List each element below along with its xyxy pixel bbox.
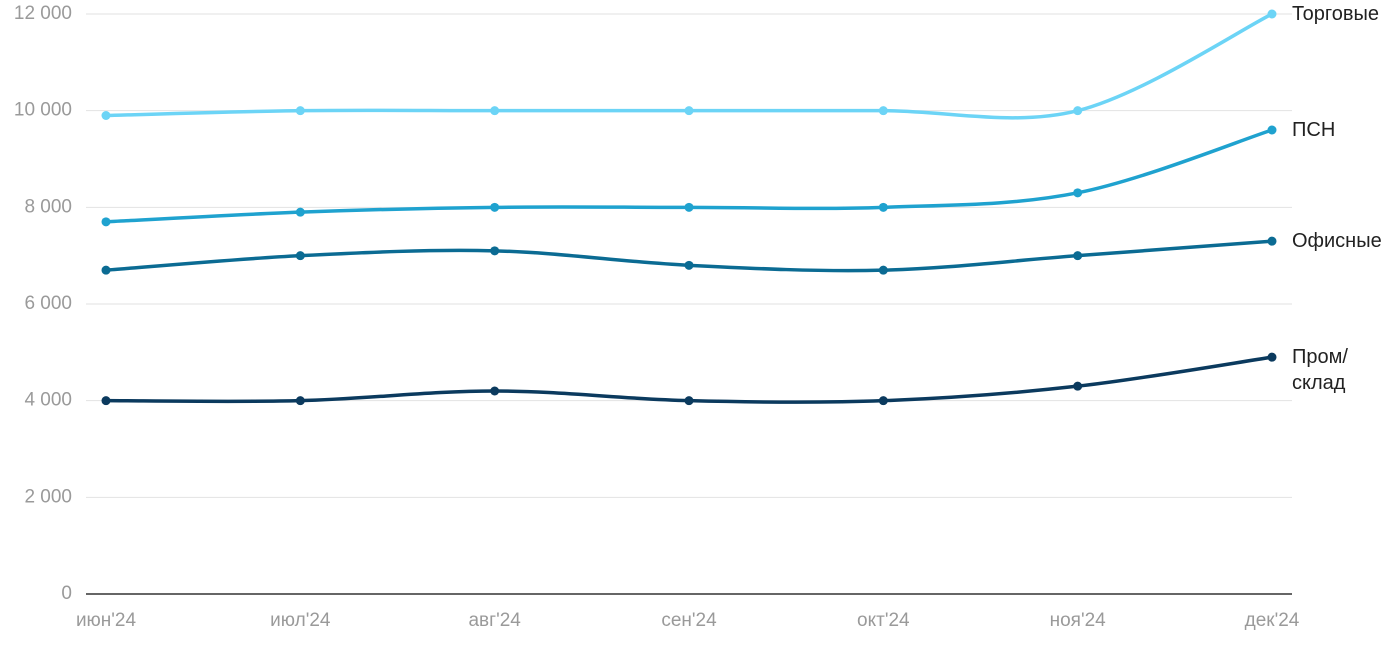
x-tick-label: ноя'24 (1050, 610, 1107, 631)
y-tick-label: 8 000 (24, 196, 72, 217)
data-point (878, 265, 888, 275)
x-tick-label: июн'24 (76, 610, 137, 631)
data-point (1073, 106, 1083, 116)
data-point (878, 106, 888, 116)
data-point (101, 217, 111, 227)
data-point (295, 207, 305, 217)
series-label: Офисные (1292, 230, 1382, 253)
y-tick-label: 0 (61, 583, 72, 604)
x-tick-label: июл'24 (270, 610, 331, 631)
series-line (105, 355, 1273, 404)
series-label: Торговые (1292, 3, 1380, 25)
data-point (295, 106, 305, 116)
data-point (878, 202, 888, 212)
data-point (490, 246, 500, 256)
x-tick-label: авг'24 (468, 610, 521, 631)
data-point (101, 111, 111, 120)
y-tick-label: 12 000 (14, 3, 72, 24)
data-point (1267, 125, 1277, 135)
data-point (684, 106, 694, 116)
data-point (1267, 9, 1277, 19)
data-point (490, 106, 500, 116)
x-tick-label: сен'24 (661, 610, 717, 631)
y-tick-label: 4 000 (24, 390, 72, 411)
data-point (684, 202, 694, 212)
data-point (101, 396, 111, 406)
data-point (295, 251, 305, 261)
y-tick-label: 10 000 (14, 100, 72, 121)
data-point (878, 396, 888, 406)
data-point (490, 202, 500, 212)
x-tick-label: дек'24 (1245, 610, 1300, 631)
series-line (105, 12, 1273, 120)
data-point (101, 265, 111, 275)
data-point (490, 386, 500, 396)
data-point (1267, 236, 1277, 246)
data-point (1073, 381, 1083, 391)
data-point (684, 396, 694, 406)
y-tick-label: 2 000 (24, 486, 72, 507)
data-point (1267, 352, 1277, 362)
data-point (684, 260, 694, 270)
data-point (295, 396, 305, 406)
series-label: ПСН (1292, 119, 1336, 141)
data-point (1073, 188, 1083, 198)
x-tick-label: окт'24 (857, 610, 910, 631)
series-label: Пром/ склад (1292, 346, 1348, 395)
y-tick-label: 6 000 (24, 293, 72, 314)
data-point (1073, 251, 1083, 261)
